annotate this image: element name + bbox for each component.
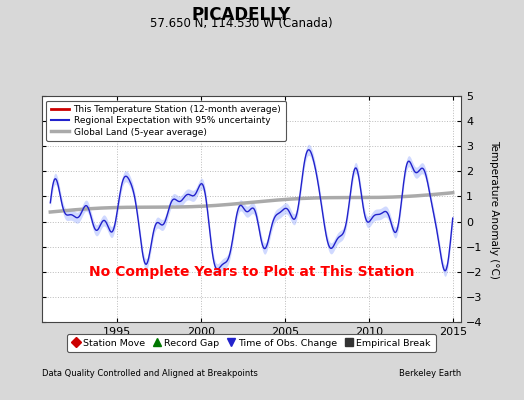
Text: Berkeley Earth: Berkeley Earth — [399, 369, 461, 378]
Legend: Station Move, Record Gap, Time of Obs. Change, Empirical Break: Station Move, Record Gap, Time of Obs. C… — [68, 334, 435, 352]
Text: No Complete Years to Plot at This Station: No Complete Years to Plot at This Statio… — [89, 265, 414, 279]
Text: 57.650 N, 114.530 W (Canada): 57.650 N, 114.530 W (Canada) — [150, 17, 332, 30]
Text: PICADELLY: PICADELLY — [191, 6, 291, 24]
Y-axis label: Temperature Anomaly (°C): Temperature Anomaly (°C) — [489, 140, 499, 278]
Text: Data Quality Controlled and Aligned at Breakpoints: Data Quality Controlled and Aligned at B… — [42, 369, 258, 378]
Legend: This Temperature Station (12-month average), Regional Expectation with 95% uncer: This Temperature Station (12-month avera… — [47, 100, 286, 141]
